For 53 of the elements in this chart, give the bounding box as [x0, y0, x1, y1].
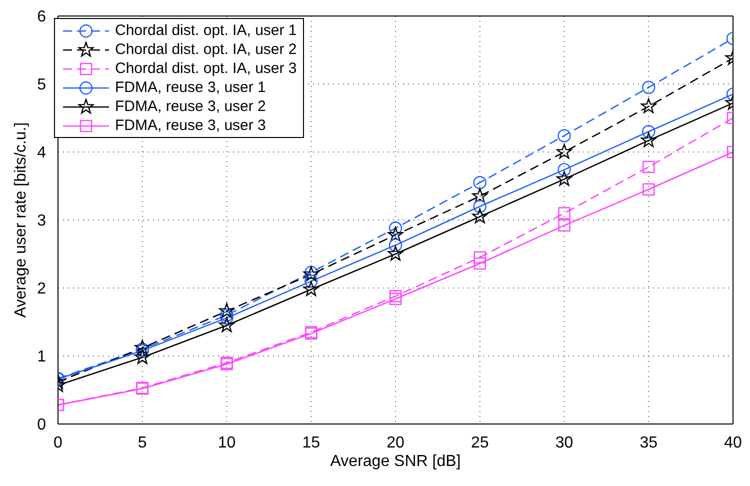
x-tick-label: 20	[386, 434, 404, 452]
point	[640, 132, 656, 148]
legend-label: Chordal dist. opt. IA, user 1	[115, 22, 297, 39]
legend-label: Chordal dist. opt. IA, user 2	[115, 41, 297, 58]
point	[556, 171, 572, 186]
point	[388, 226, 404, 242]
legend-label: FDMA, reuse 3, user 1	[115, 79, 266, 96]
point	[474, 257, 486, 270]
point	[558, 163, 571, 176]
point	[472, 188, 488, 203]
point	[388, 238, 402, 252]
legend-label: FDMA, reuse 3, user 3	[115, 117, 266, 134]
y-tick-label: 0	[37, 416, 46, 434]
point	[556, 144, 572, 159]
point	[473, 200, 486, 213]
x-tick-label: 15	[302, 434, 320, 452]
y-tick-label: 4	[37, 144, 46, 162]
point	[134, 340, 150, 355]
point	[640, 98, 656, 114]
legend-label: Chordal dist. opt. IA, user 3	[115, 60, 297, 77]
x-tick-label: 0	[54, 434, 63, 452]
point	[304, 274, 318, 288]
x-tick-label: 25	[470, 434, 489, 452]
point	[642, 80, 656, 94]
y-tick-label: 2	[37, 280, 46, 298]
point	[472, 208, 488, 224]
x-tick-label: 35	[640, 434, 658, 452]
point	[474, 251, 486, 264]
point	[642, 125, 656, 138]
x-tick-label: 30	[555, 434, 574, 452]
y-axis-title: Average user rate [bits/c.u.]	[12, 122, 30, 318]
point	[389, 290, 402, 302]
x-tick-label: 40	[724, 434, 742, 452]
point	[473, 176, 486, 190]
y-tick-label: 5	[37, 76, 46, 94]
point	[558, 219, 570, 232]
legend-label: FDMA, reuse 3, user 2	[115, 98, 266, 115]
y-tick-label: 6	[37, 8, 46, 26]
point	[303, 281, 319, 296]
point	[219, 303, 234, 318]
point	[389, 292, 402, 305]
point	[219, 317, 234, 332]
point	[388, 246, 404, 261]
x-tick-label: 5	[138, 434, 147, 452]
point	[134, 349, 150, 364]
point	[642, 183, 655, 196]
point	[558, 207, 570, 220]
point	[558, 129, 571, 142]
x-axis-title: Average SNR [dB]	[330, 453, 461, 470]
y-tick-label: 1	[37, 348, 46, 366]
y-tick-label: 3	[37, 212, 46, 230]
x-tick-label: 10	[218, 434, 236, 452]
point	[642, 160, 655, 174]
